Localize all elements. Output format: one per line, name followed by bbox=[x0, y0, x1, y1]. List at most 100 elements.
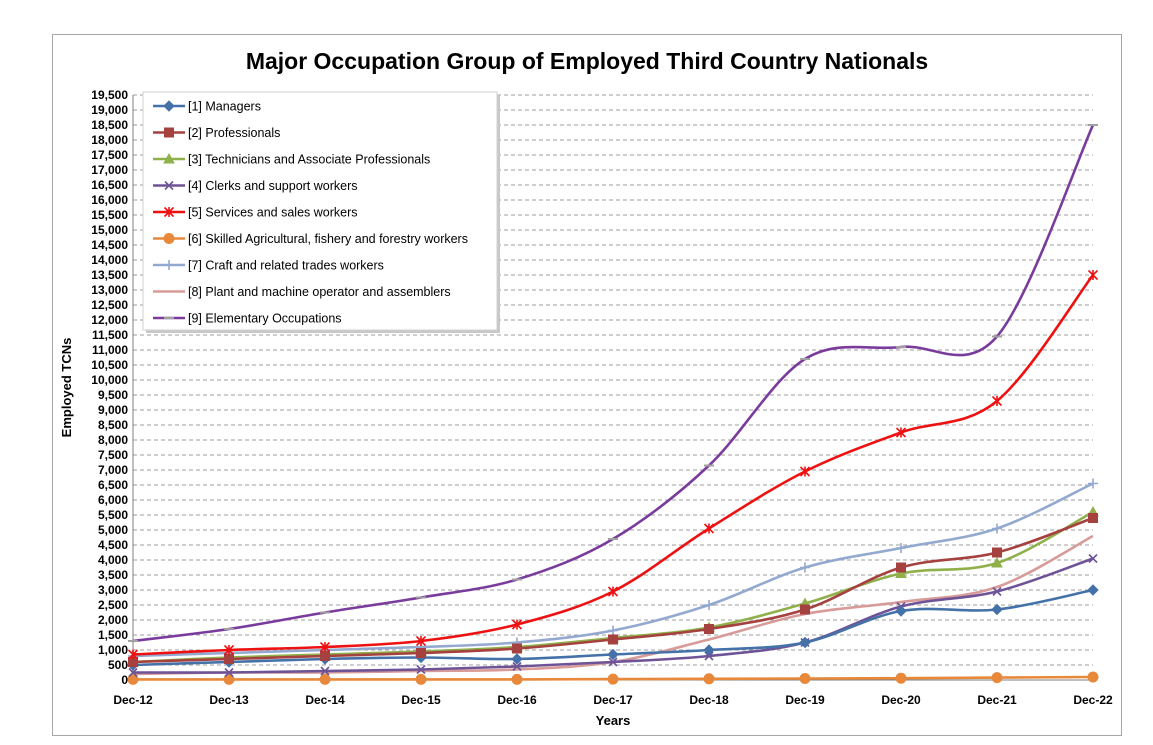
grid bbox=[132, 94, 1093, 681]
chart-title: Major Occupation Group of Employed Third… bbox=[245, 48, 929, 74]
data-point bbox=[703, 673, 715, 685]
y-tick-label: 11,000 bbox=[92, 343, 128, 357]
data-point bbox=[319, 673, 331, 685]
y-tick-label: 2,000 bbox=[98, 613, 128, 627]
legend-label: [9] Elementary Occupations bbox=[188, 312, 342, 326]
data-point bbox=[608, 657, 618, 667]
data-point bbox=[319, 641, 331, 653]
y-tick-label: 10,500 bbox=[91, 358, 128, 372]
legend-item: [1] Managers bbox=[153, 100, 261, 114]
data-point bbox=[607, 586, 619, 597]
data-point bbox=[991, 556, 1003, 568]
data-point bbox=[320, 666, 330, 676]
data-point bbox=[896, 543, 906, 553]
y-tick-label: 1,500 bbox=[98, 628, 128, 642]
y-axis-ticks: 05001,0001,5002,0002,5003,0003,5004,0004… bbox=[91, 88, 128, 687]
data-point bbox=[704, 651, 714, 661]
data-point bbox=[511, 673, 523, 685]
legend-item: [9] Elementary Occupations bbox=[153, 312, 342, 326]
data-point bbox=[1087, 671, 1099, 683]
y-tick-label: 8,000 bbox=[98, 433, 128, 447]
y-tick-label: 6,500 bbox=[98, 478, 128, 492]
y-tick-label: 7,000 bbox=[98, 463, 128, 477]
data-point bbox=[607, 673, 619, 685]
legend-label: [2] Professionals bbox=[188, 126, 280, 140]
legend-item: [4] Clerks and support workers bbox=[153, 179, 358, 193]
legend-marker bbox=[164, 180, 174, 191]
series-1 bbox=[127, 584, 1099, 671]
x-axis-ticks: Dec-12 Dec-13 Dec-14 Dec-15 Dec-16 Dec-17 Dec-… bbox=[113, 693, 1113, 707]
data-point bbox=[992, 547, 1002, 558]
data-point bbox=[223, 673, 235, 685]
y-tick-label: 9,000 bbox=[98, 403, 128, 417]
legend-label: [1] Managers bbox=[188, 100, 261, 114]
data-point bbox=[991, 395, 1003, 407]
data-point bbox=[416, 664, 426, 675]
x-tick-label: Dec-22 bbox=[1073, 693, 1113, 707]
legend-label: [5] Services and sales workers bbox=[188, 206, 358, 220]
y-tick-label: 15,500 bbox=[91, 208, 128, 222]
legend-marker bbox=[163, 100, 175, 112]
y-tick-label: 13,000 bbox=[91, 283, 128, 297]
legend-label: [8] Plant and machine operator and assem… bbox=[188, 285, 451, 299]
legend-label: [7] Craft and related trades workers bbox=[188, 259, 384, 273]
data-point bbox=[608, 625, 618, 636]
y-tick-label: 14,500 bbox=[91, 238, 128, 252]
y-tick-label: 17,000 bbox=[91, 163, 128, 177]
y-tick-label: 12,000 bbox=[91, 313, 128, 327]
series-2 bbox=[128, 513, 1098, 667]
data-point bbox=[127, 673, 139, 685]
y-tick-label: 7,500 bbox=[98, 448, 128, 462]
data-point bbox=[512, 643, 522, 654]
y-tick-label: 9,500 bbox=[98, 388, 128, 402]
data-point bbox=[800, 604, 810, 615]
y-tick-label: 3,000 bbox=[98, 583, 128, 597]
y-tick-label: 5,000 bbox=[98, 523, 128, 537]
legend-item: [6] Skilled Agricultural, fishery and fo… bbox=[153, 232, 468, 246]
data-point bbox=[607, 648, 619, 661]
y-tick-label: 16,000 bbox=[91, 193, 128, 207]
x-tick-label: Dec-21 bbox=[977, 693, 1017, 707]
y-tick-label: 5,500 bbox=[98, 508, 128, 522]
data-point bbox=[1087, 584, 1099, 596]
legend-item: [7] Craft and related trades workers bbox=[153, 259, 384, 273]
y-axis-title: Employed TCNs bbox=[59, 338, 74, 438]
legend-item: [3] Technicians and Associate Profession… bbox=[153, 153, 430, 167]
x-tick-label: Dec-12 bbox=[113, 693, 153, 707]
data-point bbox=[224, 667, 234, 678]
y-tick-label: 18,500 bbox=[91, 118, 128, 132]
data-point bbox=[896, 562, 906, 573]
legend: [1] Managers [2] Professionals [3] Technic… bbox=[142, 91, 500, 333]
x-tick-label: Dec-18 bbox=[689, 693, 729, 707]
y-tick-label: 10,000 bbox=[91, 373, 128, 387]
data-point bbox=[704, 600, 714, 610]
y-tick-label: 16,500 bbox=[91, 178, 128, 192]
legend-item: [2] Professionals bbox=[153, 126, 280, 140]
data-point bbox=[895, 605, 907, 617]
legend-marker bbox=[163, 206, 175, 218]
x-tick-label: Dec-20 bbox=[881, 693, 921, 707]
y-tick-label: 4,500 bbox=[98, 538, 128, 552]
data-point bbox=[800, 562, 810, 573]
series-line bbox=[132, 274, 1095, 656]
data-point bbox=[704, 624, 714, 634]
legend-item: [5] Services and sales workers bbox=[153, 206, 358, 220]
y-tick-label: 15,000 bbox=[91, 223, 128, 237]
series-5 bbox=[127, 269, 1099, 660]
y-tick-label: 3,500 bbox=[98, 568, 128, 582]
y-tick-label: 500 bbox=[108, 658, 128, 672]
data-point bbox=[223, 644, 235, 656]
legend-box bbox=[142, 91, 498, 331]
legend-marker bbox=[163, 152, 175, 164]
y-tick-label: 13,500 bbox=[91, 268, 128, 282]
legend-label: [4] Clerks and support workers bbox=[188, 179, 358, 193]
legend-label: [6] Skilled Agricultural, fishery and fo… bbox=[188, 232, 468, 246]
data-point bbox=[320, 651, 330, 661]
y-tick-label: 11,500 bbox=[92, 328, 128, 342]
data-point bbox=[608, 634, 618, 645]
x-axis-title: Years bbox=[596, 713, 631, 728]
data-point bbox=[703, 644, 715, 656]
series-layer bbox=[127, 124, 1099, 685]
data-point bbox=[895, 672, 907, 684]
